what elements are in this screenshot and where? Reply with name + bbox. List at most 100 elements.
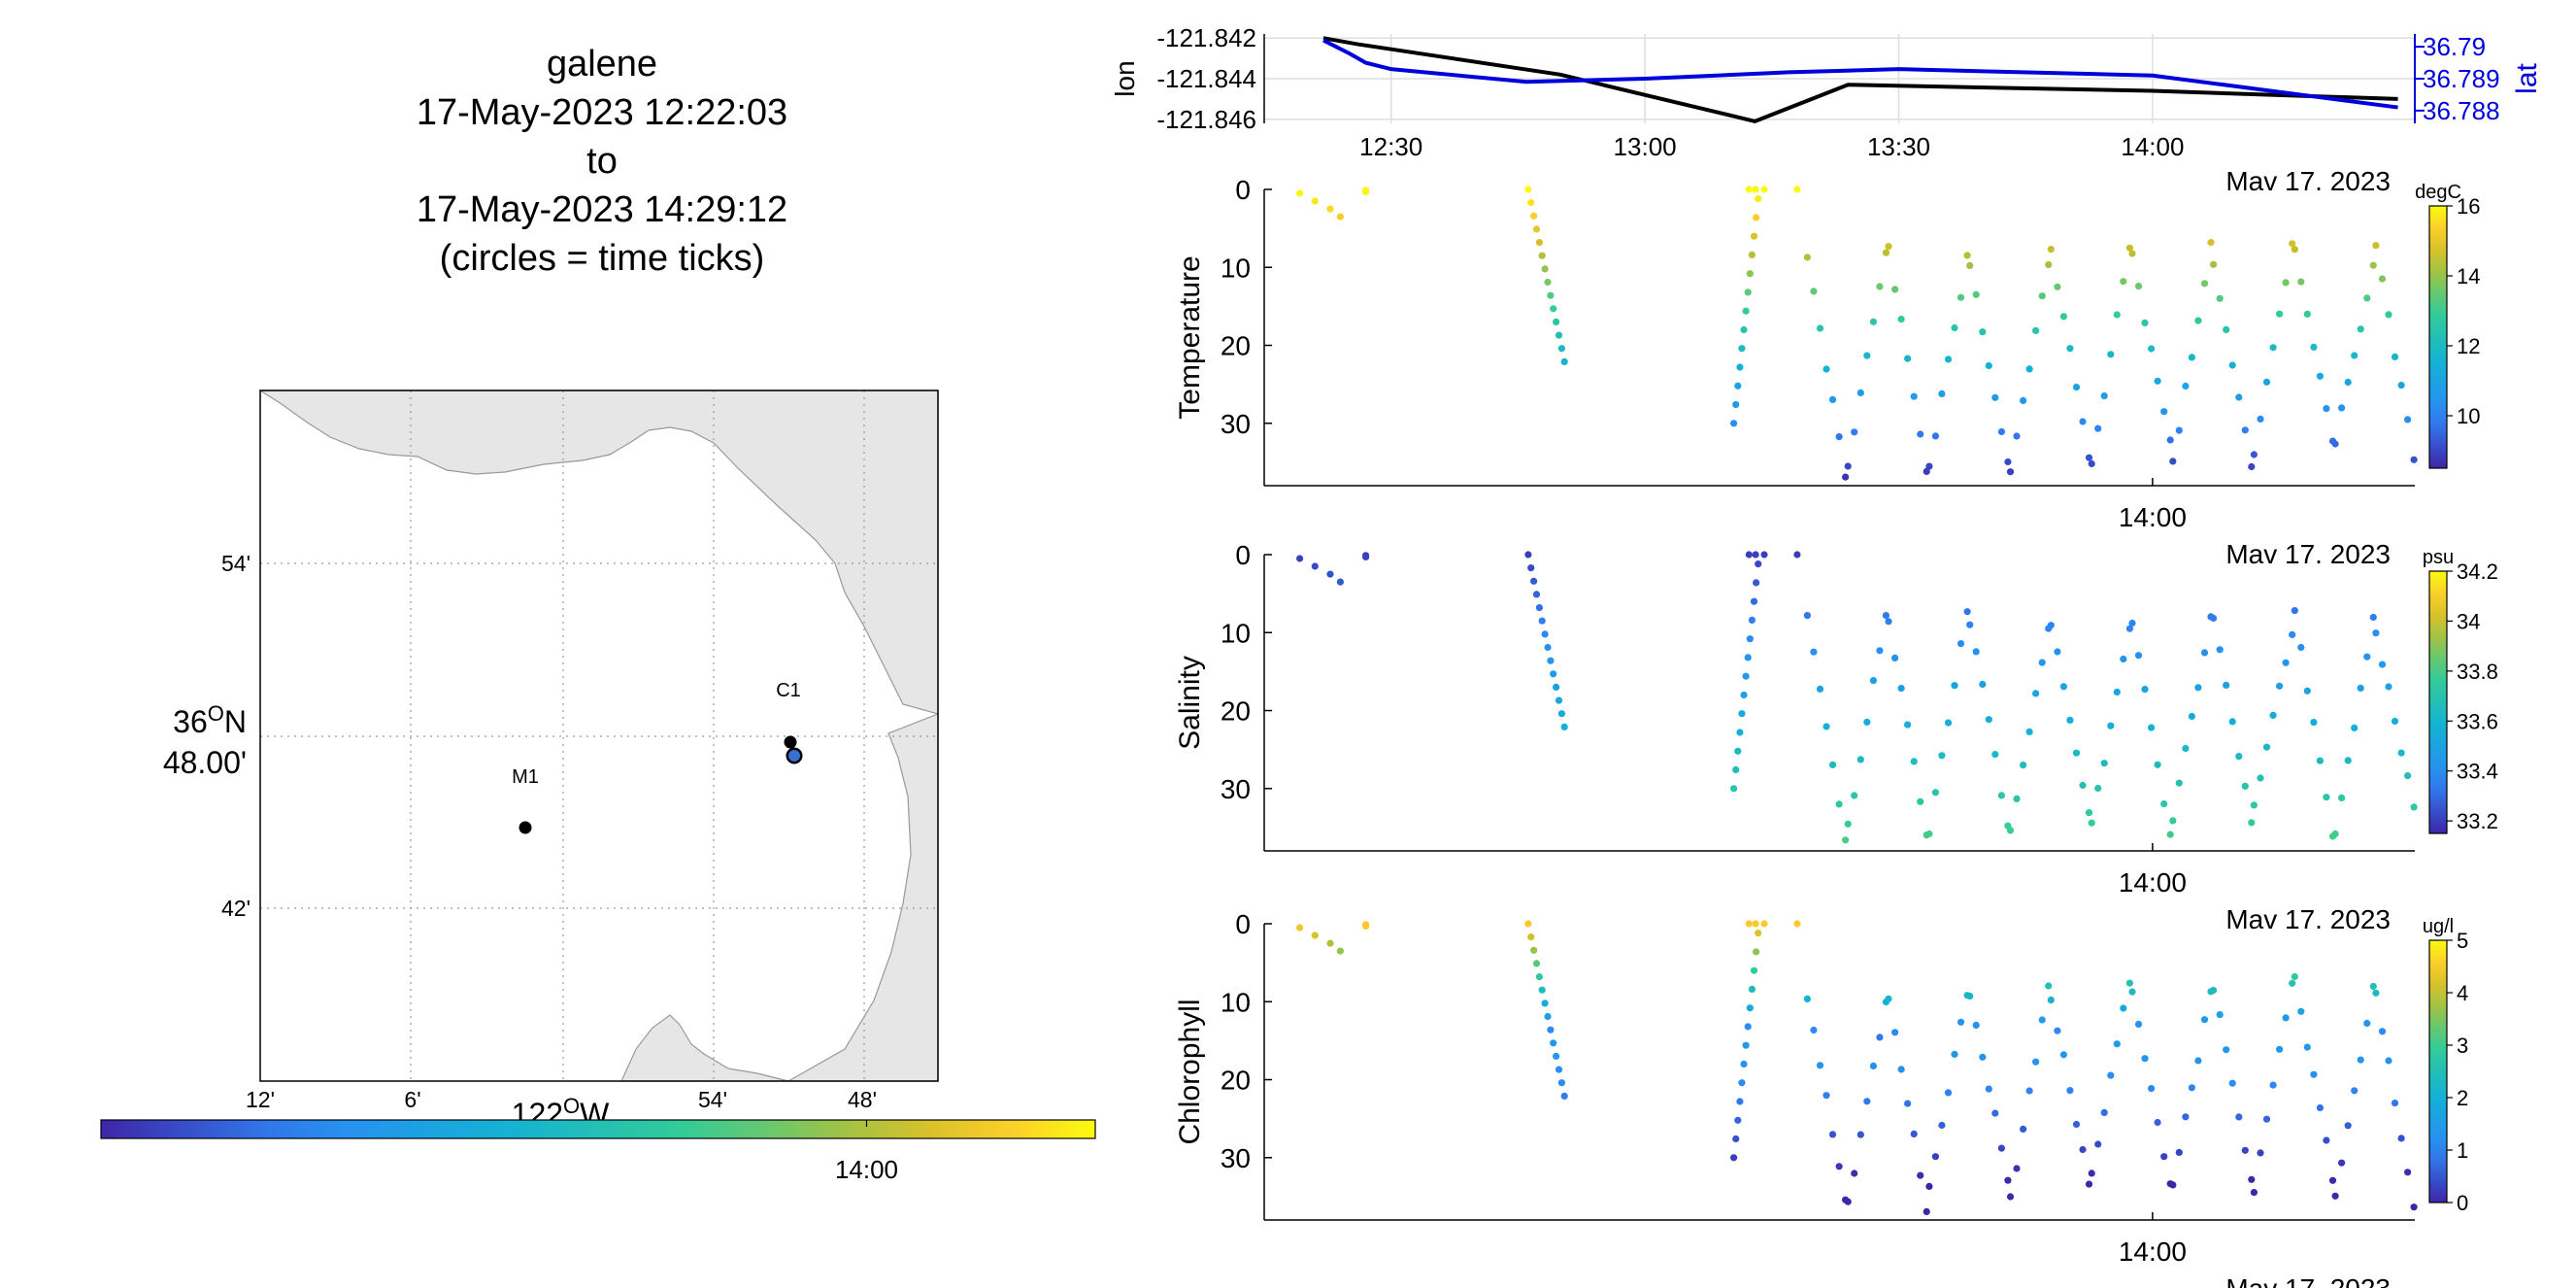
salinity-point-53	[1897, 685, 1905, 693]
temperature-point-64	[1963, 252, 1971, 259]
chlorophyll-point-51	[1885, 995, 1892, 1002]
chlorophyll-point-88	[2100, 1108, 2108, 1116]
title-line-2: to	[586, 141, 618, 182]
temperature-point-9	[1532, 225, 1541, 233]
land-north	[257, 390, 939, 715]
temperature-point-110	[2228, 361, 2236, 369]
salinity-point-22	[1734, 747, 1742, 755]
position-x-tick-label-0: 12:30	[1359, 132, 1422, 161]
salinity-point-132	[2357, 684, 2364, 693]
chlorophyll-point-73	[2013, 1165, 2021, 1172]
chlorophyll-point-125	[2316, 1103, 2324, 1112]
chlorophyll-point-114	[2250, 1189, 2258, 1197]
chlorophyll-point-13	[1544, 1012, 1552, 1021]
salinity-point-124	[2310, 719, 2318, 727]
salinity-point-24	[1738, 710, 1746, 718]
chlorophyll-colorbar-bar	[2428, 939, 2448, 1203]
temperature-point-29	[1748, 251, 1756, 258]
salinity-colorbar-tick-label-2: 33.8	[2457, 660, 2498, 684]
temperature-point-19	[1560, 357, 1568, 365]
salinity-colorbar-tick-label-5: 33.2	[2457, 809, 2498, 833]
salinity-point-93	[2128, 619, 2136, 627]
chlorophyll-y-tick-label-0: 0	[1235, 909, 1251, 939]
salinity-y-tick-label-3: 30	[1221, 774, 1251, 804]
chlorophyll-point-86	[2088, 1169, 2095, 1177]
salinity-point-9	[1532, 591, 1541, 598]
temperature-point-15	[1550, 305, 1557, 313]
position-date-label: Mav 17. 2023	[2225, 166, 2391, 196]
map-lon-label-2: 54'	[698, 1087, 727, 1112]
temperature-point-117	[2269, 344, 2277, 352]
map-lat-label-42: 42'	[221, 896, 251, 921]
chlorophyll-point-136	[2378, 1028, 2387, 1035]
chlorophyll-point-117	[2269, 1081, 2277, 1089]
temperature-point-51	[1885, 243, 1892, 251]
salinity-point-122	[2297, 643, 2305, 652]
chlorophyll-point-15	[1550, 1039, 1557, 1047]
salinity-point-116	[2262, 743, 2271, 751]
salinity-point-81	[2059, 683, 2067, 691]
chlorophyll-point-122	[2297, 1007, 2305, 1015]
salinity-point-134	[2369, 613, 2377, 622]
title-line-1: 17-May-2023 12:22:03	[417, 92, 787, 133]
salinity-point-109	[2223, 681, 2230, 690]
temperature-point-2	[1326, 205, 1334, 213]
temperature-point-53	[1897, 316, 1905, 323]
salinity-point-111	[2235, 753, 2243, 761]
salinity-point-11	[1538, 617, 1546, 625]
chlorophyll-point-20	[1730, 1154, 1738, 1162]
chlorophyll-point-92	[2125, 979, 2133, 987]
salinity-point-141	[2410, 803, 2418, 811]
chlorophyll-point-22	[1734, 1116, 1742, 1124]
salinity-point-77	[2038, 659, 2046, 666]
temperature-point-138	[2391, 353, 2399, 360]
chlorophyll-point-24	[1738, 1079, 1746, 1087]
temperature-point-96	[2148, 345, 2156, 353]
chlorophyll-point-70	[1997, 1144, 2005, 1152]
temperature-y-label: Temperature	[1174, 255, 1206, 419]
salinity-point-91	[2120, 655, 2127, 663]
temperature-point-136	[2378, 275, 2387, 283]
chlorophyll-point-112	[2241, 1146, 2249, 1154]
salinity-point-5	[1362, 552, 1370, 559]
salinity-point-64	[1963, 608, 1971, 616]
chlorophyll-y-tick-label-2: 20	[1221, 1066, 1251, 1096]
salinity-point-84	[2079, 781, 2087, 790]
chlorophyll-point-139	[2397, 1135, 2405, 1142]
salinity-point-112	[2241, 782, 2249, 791]
salinity-point-76	[2032, 690, 2040, 697]
temperature-point-54	[1904, 355, 1912, 362]
temperature-point-92	[2125, 244, 2133, 252]
salinity-point-3	[1336, 578, 1344, 586]
chlorophyll-point-23	[1736, 1098, 1744, 1105]
chlorophyll-point-57	[1923, 1207, 1930, 1215]
temperature-point-137	[2385, 311, 2392, 319]
chlorophyll-point-8	[1530, 946, 1538, 954]
chlorophyll-point-132	[2357, 1056, 2364, 1064]
salinity-point-104	[2194, 684, 2202, 692]
salinity-point-89	[2107, 722, 2115, 729]
lat-series-line	[1322, 38, 2398, 110]
salinity-colorbar-tick-label-1: 34	[2457, 609, 2480, 633]
temperature-point-13	[1544, 278, 1552, 287]
chlorophyll-point-45	[1851, 1169, 1858, 1177]
salinity-point-105	[2200, 649, 2209, 657]
temperature-point-50	[1882, 249, 1890, 256]
chlorophyll-point-21	[1732, 1135, 1740, 1143]
salinity-point-90	[2113, 688, 2121, 696]
temperature-point-28	[1746, 270, 1754, 278]
salinity-point-75	[2025, 728, 2033, 736]
temperature-point-52	[1891, 286, 1899, 293]
salinity-point-37	[1803, 612, 1811, 620]
salinity-point-15	[1550, 670, 1557, 678]
salinity-point-61	[1944, 719, 1953, 727]
temperature-colorbar-tick-label-0: 16	[2457, 194, 2480, 219]
temperature-point-106	[2207, 239, 2215, 247]
temperature-point-78	[2045, 260, 2053, 269]
temperature-point-111	[2235, 393, 2243, 401]
salinity-point-14	[1547, 657, 1555, 664]
chlorophyll-point-60	[1938, 1121, 1946, 1130]
title-line-3: 17-May-2023 14:29:12	[417, 189, 787, 230]
salinity-point-1	[1311, 562, 1319, 570]
temperature-point-102	[2182, 382, 2190, 390]
